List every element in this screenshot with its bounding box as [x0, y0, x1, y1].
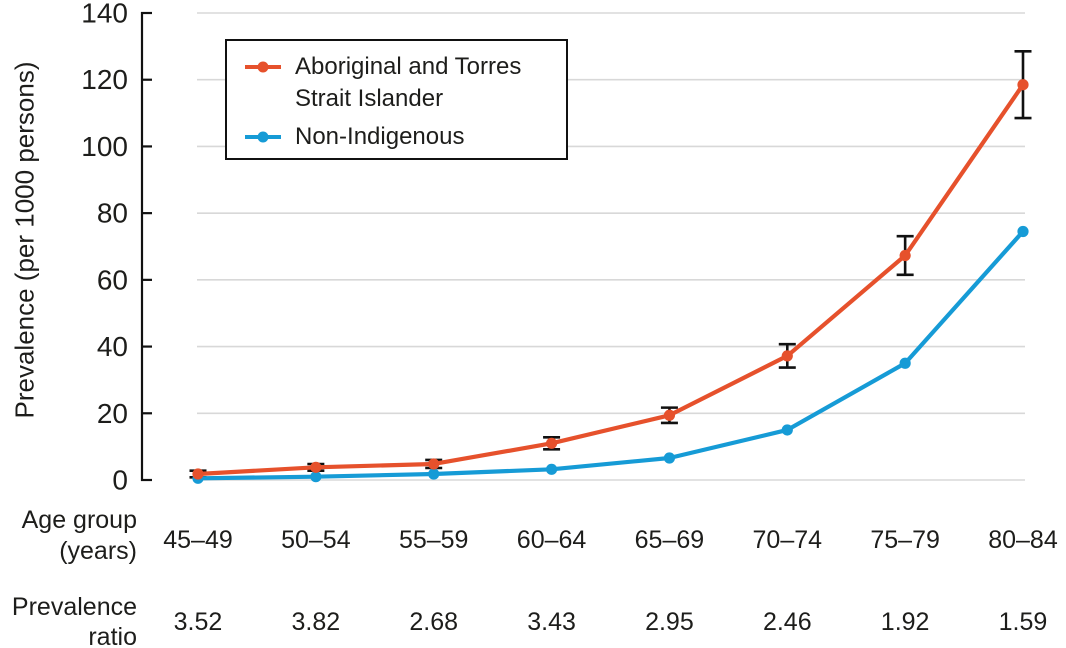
data-point-non-indigenous	[545, 463, 558, 475]
legend-entry-aboriginal-torres-strait-islander: Aboriginal and Torres Strait Islander	[243, 51, 566, 115]
y-tick-label: 60	[97, 264, 128, 295]
y-tick-label: 40	[97, 331, 128, 362]
y-tick-label: 120	[81, 64, 128, 95]
y-tick-label: 100	[81, 131, 128, 162]
prevalence-ratio-value: 3.82	[292, 608, 341, 636]
x-tick-label: 65–69	[635, 526, 705, 554]
x-tick-label: 80–84	[988, 526, 1058, 554]
x-tick-label: 60–64	[517, 526, 587, 554]
legend: Aboriginal and Torres Strait Islander No…	[225, 39, 568, 160]
prevalence-ratio-value: 2.68	[409, 608, 458, 636]
x-tick-label: 55–59	[399, 526, 469, 554]
data-point-non-indigenous	[781, 424, 793, 436]
x-tick-label: 70–74	[753, 526, 823, 554]
ratio-title-line1: Prevalence	[11, 593, 137, 621]
prevalence-ratio-value: 1.59	[999, 608, 1048, 636]
data-point-aboriginal-and-torres-strait-islander	[192, 468, 204, 480]
prevalence-ratio-value: 3.52	[174, 608, 223, 636]
prevalence-ratio-value: 1.92	[881, 608, 930, 636]
data-point-aboriginal-and-torres-strait-islander	[663, 409, 676, 421]
x-axis-title: Age group (years)	[0, 505, 137, 567]
data-point-non-indigenous	[1017, 225, 1029, 238]
y-tick-label: 20	[97, 398, 128, 429]
legend-swatch-line-dot	[245, 61, 281, 73]
data-point-non-indigenous	[428, 468, 440, 480]
y-tick-label: 80	[97, 198, 128, 229]
data-point-aboriginal-and-torres-strait-islander	[781, 350, 793, 362]
x-axis-title-line1: Age group	[21, 506, 137, 534]
ratio-title-line2: ratio	[88, 623, 137, 648]
y-tick-label: 0	[112, 465, 128, 496]
legend-entry-non-indigenous: Non-Indigenous	[243, 121, 566, 153]
prevalence-ratio-value: 3.43	[527, 608, 576, 636]
y-tick-label: 140	[81, 0, 128, 29]
legend-label: Non-Indigenous	[295, 123, 465, 150]
data-point-aboriginal-and-torres-strait-islander	[1017, 79, 1029, 91]
prevalence-ratio-value: 2.95	[645, 608, 694, 636]
data-point-aboriginal-and-torres-strait-islander	[428, 458, 440, 470]
x-axis-title-line2: (years)	[59, 537, 137, 565]
prevalence-ratio-value: 2.46	[763, 608, 812, 636]
legend-label: Aboriginal and Torres Strait Islander	[295, 53, 522, 112]
x-tick-label: 45–49	[163, 526, 233, 554]
data-point-aboriginal-and-torres-strait-islander	[310, 461, 322, 473]
data-point-aboriginal-and-torres-strait-islander	[545, 437, 558, 449]
data-point-non-indigenous	[310, 471, 322, 483]
data-point-non-indigenous	[663, 452, 676, 464]
series-line-non-indigenous	[197, 230, 1025, 481]
legend-swatch-line-dot	[245, 131, 281, 143]
x-tick-label: 75–79	[870, 526, 940, 554]
prevalence-ratio-row-title: Prevalence ratio	[0, 592, 137, 648]
y-axis-title: Prevalence (per 1000 persons)	[9, 61, 40, 419]
series-line-aboriginal-and-torres-strait-islander	[197, 83, 1025, 477]
data-point-non-indigenous	[899, 357, 911, 369]
data-point-aboriginal-and-torres-strait-islander	[899, 249, 911, 262]
x-tick-label: 50–54	[281, 526, 351, 554]
